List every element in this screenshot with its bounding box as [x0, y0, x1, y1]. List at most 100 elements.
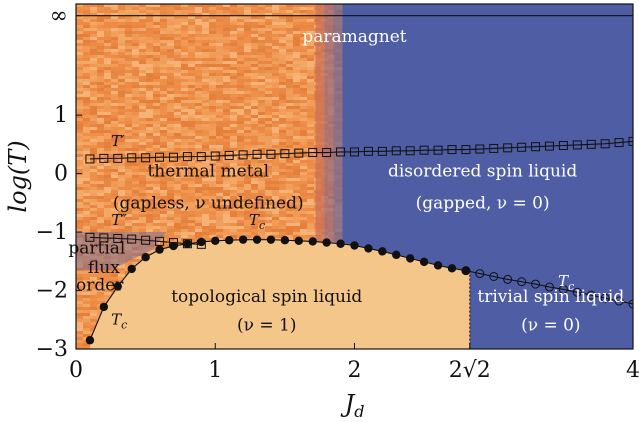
noise-cell — [118, 58, 126, 62]
noise-cell — [111, 223, 119, 227]
noise-cell — [251, 67, 259, 71]
noise-cell — [251, 196, 259, 200]
noise-cell — [251, 85, 259, 89]
noise-cell — [258, 4, 266, 8]
noise-cell — [244, 124, 252, 128]
noise-cell — [230, 115, 238, 119]
noise-cell — [307, 214, 315, 218]
noise-cell — [174, 130, 182, 134]
noise-cell — [251, 97, 259, 101]
noise-cell — [223, 142, 231, 146]
noise-cell — [202, 217, 210, 221]
noise-cell — [230, 52, 238, 56]
noise-cell — [146, 10, 154, 14]
noise-cell — [139, 97, 147, 101]
noise-cell — [188, 61, 196, 65]
noise-cell — [125, 97, 133, 101]
noise-cell — [216, 142, 224, 146]
noise-cell — [132, 163, 140, 167]
noise-cell — [209, 52, 217, 56]
noise-cell — [258, 91, 266, 95]
noise-cell — [286, 178, 294, 182]
noise-cell — [104, 10, 112, 14]
noise-cell — [216, 13, 224, 17]
noise-cell — [265, 22, 273, 26]
noise-cell — [279, 52, 287, 56]
noise-cell — [279, 136, 287, 140]
noise-cell — [244, 226, 252, 230]
noise-cell — [104, 7, 112, 11]
noise-cell — [195, 52, 203, 56]
square-marker — [517, 142, 527, 152]
noise-cell — [111, 211, 119, 215]
noise-cell — [237, 217, 245, 221]
noise-cell — [216, 136, 224, 140]
noise-cell — [90, 307, 98, 311]
noise-cell — [251, 34, 259, 38]
noise-cell — [181, 139, 189, 143]
noise-cell — [251, 28, 259, 32]
noise-cell — [153, 46, 161, 50]
noise-cell — [90, 217, 98, 221]
square-marker — [168, 152, 178, 162]
noise-cell — [139, 49, 147, 53]
noise-cell — [237, 94, 245, 98]
noise-cell — [90, 163, 98, 167]
noise-cell — [76, 85, 84, 89]
noise-cell — [216, 139, 224, 143]
noise-cell — [83, 91, 91, 95]
noise-cell — [188, 49, 196, 53]
noise-cell — [76, 223, 84, 227]
noise-cell — [202, 7, 210, 11]
noise-cell — [209, 76, 217, 80]
noise-cell — [272, 220, 280, 224]
topological-region — [89, 239, 470, 349]
noise-cell — [195, 124, 203, 128]
noise-cell — [111, 79, 119, 83]
noise-cell — [230, 157, 238, 161]
noise-cell — [286, 94, 294, 98]
noise-cell — [216, 190, 224, 194]
filled-circle-marker — [85, 336, 95, 345]
noise-cell — [125, 103, 133, 107]
noise-cell — [146, 169, 154, 173]
noise-cell — [265, 211, 273, 215]
noise-cell — [223, 157, 231, 161]
noise-cell — [209, 163, 217, 167]
noise-cell — [160, 37, 168, 41]
noise-cell — [188, 85, 196, 89]
noise-cell — [76, 337, 84, 341]
noise-cell — [307, 193, 315, 197]
noise-cell — [125, 133, 133, 137]
noise-cell — [188, 7, 196, 11]
noise-cell — [118, 55, 126, 59]
noise-cell — [83, 106, 91, 110]
noise-cell — [272, 49, 280, 53]
noise-cell — [237, 13, 245, 17]
noise-cell — [251, 127, 259, 131]
noise-cell — [230, 148, 238, 152]
square-marker — [224, 150, 234, 160]
noise-cell — [104, 178, 112, 182]
noise-cell — [118, 148, 126, 152]
noise-cell — [216, 172, 224, 176]
y-tick-label: −1 — [36, 220, 68, 245]
noise-cell — [76, 103, 84, 107]
noise-cell — [258, 127, 266, 131]
filled-circle-marker — [336, 239, 345, 248]
noise-cell — [153, 97, 161, 101]
noise-cell — [83, 142, 91, 146]
noise-cell — [237, 97, 245, 101]
noise-cell — [181, 229, 189, 233]
noise-cell — [244, 19, 252, 23]
noise-cell — [202, 52, 210, 56]
noise-cell — [286, 37, 294, 41]
filled-circle-marker — [447, 264, 457, 273]
noise-cell — [167, 37, 175, 41]
noise-cell — [307, 211, 315, 215]
noise-cell — [244, 55, 252, 59]
noise-cell — [265, 127, 273, 131]
noise-cell — [216, 133, 224, 137]
noise-cell — [104, 94, 112, 98]
noise-cell — [202, 76, 210, 80]
